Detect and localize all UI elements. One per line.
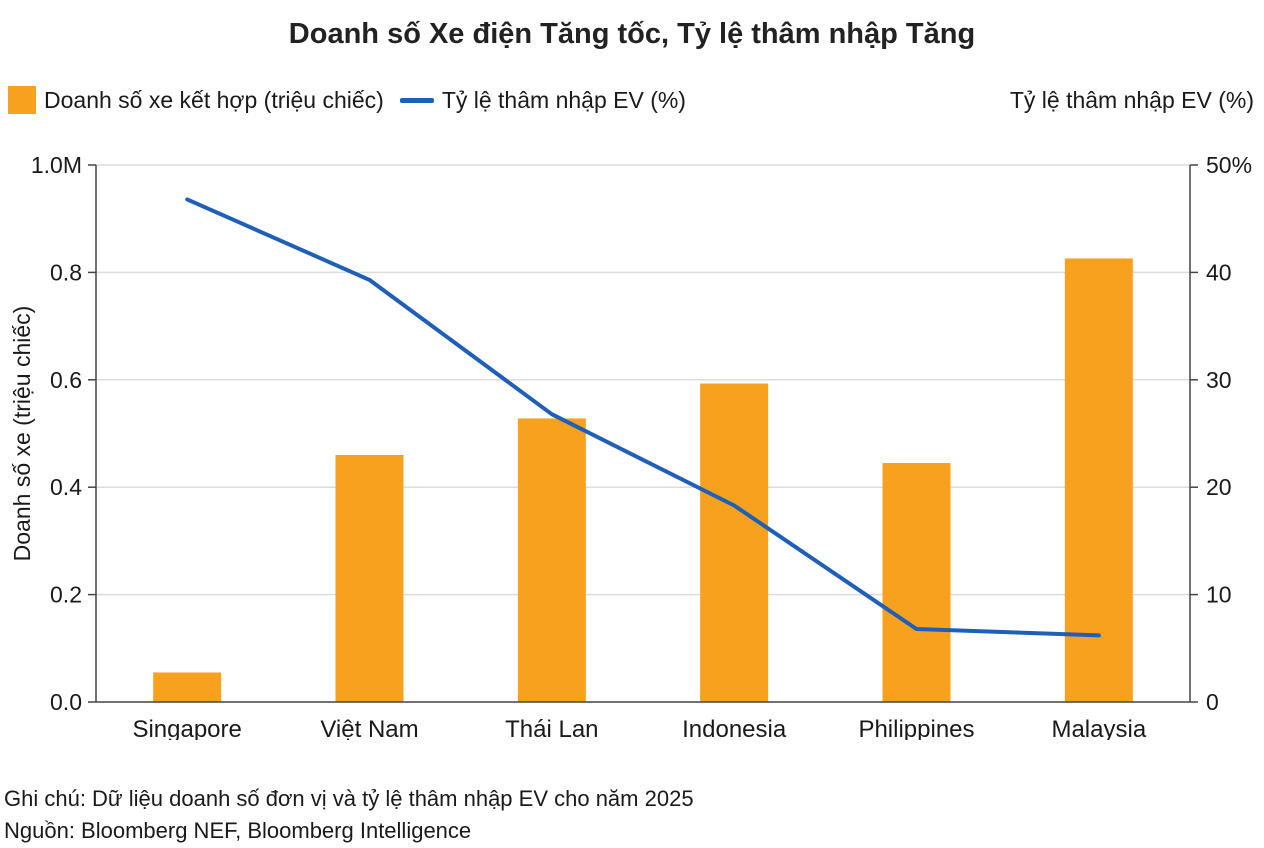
bar-5	[882, 463, 951, 702]
right-axis-title: Tỷ lệ thâm nhập EV (%)	[1009, 87, 1254, 113]
chart-plot: 0.0 0.2 0.4 0.6 0.8 1.0M 0 10 20 30 40 50% Singapore…	[9, 152, 1252, 740]
y-tick-label-right: 10	[1206, 582, 1232, 608]
x-tick-label: Malaysia	[1051, 716, 1146, 740]
x-tick-label: Việt Nam	[320, 716, 418, 740]
y-tick-label-right: 0	[1206, 689, 1219, 715]
legend-bar-swatch	[8, 86, 36, 114]
footnote-note: Ghi chú: Dữ liệu doanh số đơn vị và tỷ l…	[4, 786, 694, 811]
bar-6	[1064, 258, 1133, 702]
bar-2	[335, 454, 404, 702]
chart-title: Doanh số Xe điện Tăng tốc, Tỷ lệ thâm nh…	[288, 18, 976, 50]
bar-3	[517, 418, 586, 702]
x-tick-label: Thái Lan	[505, 716, 598, 740]
y-tick-label-right: 40	[1206, 259, 1232, 285]
y-axis-title-left: Doanh số xe (triệu chiếc)	[9, 306, 35, 562]
bar-4	[700, 383, 769, 702]
y-tick-label-left: 0.8	[50, 259, 82, 285]
footnote-source: Nguồn: Bloomberg NEF, Bloomberg Intellig…	[4, 818, 472, 843]
legend-line-label: Tỷ lệ thâm nhập EV (%)	[441, 86, 686, 113]
penetration-line	[185, 197, 1101, 638]
y-tick-label-left: 1.0M	[31, 152, 82, 178]
legend: Doanh số xe kết hợp (triệu chiếc) Tỷ lệ …	[8, 84, 686, 116]
y-tick-label-right: 30	[1206, 367, 1232, 393]
x-tick-label: Singapore	[132, 716, 241, 740]
legend-bar-label: Doanh số xe kết hợp (triệu chiếc)	[44, 86, 384, 113]
y-tick-label-left: 0.6	[50, 367, 82, 393]
legend-line-swatch	[399, 97, 434, 103]
x-tick-label: Indonesia	[682, 716, 787, 740]
x-tick-label: Philippines	[858, 716, 974, 740]
y-tick-label-right: 50%	[1206, 152, 1252, 178]
y-tick-label-left: 0.4	[50, 474, 82, 500]
y-tick-label-right: 20	[1206, 474, 1232, 500]
y-tick-label-left: 0.0	[50, 689, 82, 715]
bar-1	[153, 672, 222, 702]
y-tick-label-left: 0.2	[50, 582, 82, 608]
